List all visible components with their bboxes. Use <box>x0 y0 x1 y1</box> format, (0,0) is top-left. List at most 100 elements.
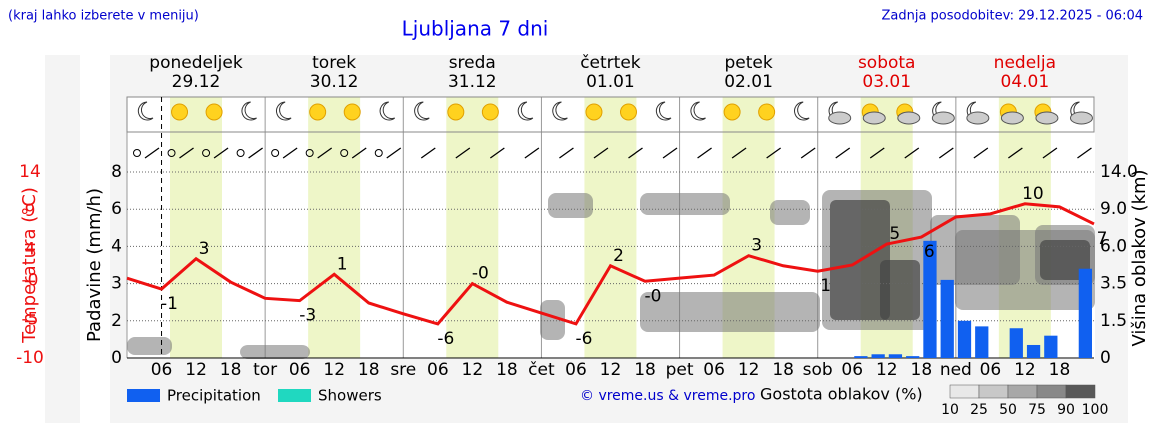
cloud-legend-label: 25 <box>970 402 988 418</box>
x-tick-label: 12 <box>323 360 345 380</box>
temp-tick-label: -10 <box>16 348 44 368</box>
legend-label: Precipitation <box>167 387 261 405</box>
cloud-icon <box>862 111 886 125</box>
wind-barb <box>697 147 712 159</box>
icon-strip-border <box>126 96 1095 133</box>
sun-icon <box>171 103 189 121</box>
x-tick-label: 12 <box>876 360 898 380</box>
cloud-density <box>240 345 310 359</box>
cloud-density <box>640 292 820 332</box>
sun-icon <box>620 103 637 121</box>
day-name: sreda <box>449 53 496 73</box>
precip-bar <box>871 354 885 358</box>
precip-bar <box>1009 328 1023 358</box>
hint: (kraj lahko izberete v meniju) <box>8 9 199 24</box>
wind-barb <box>179 147 194 159</box>
y2-tick-label: 9.0 <box>1100 199 1127 219</box>
day-name: petek <box>724 53 772 73</box>
x-tick-label: sob <box>803 360 833 380</box>
wind-barb <box>317 147 333 159</box>
y-tick-label: 3 <box>111 274 122 294</box>
x-tick-label: 18 <box>772 360 794 380</box>
y2-tick-label: 14.0 <box>1100 162 1138 182</box>
temp-label: 5 <box>889 224 900 244</box>
cloud-legend-swatch <box>1007 384 1038 399</box>
temp-tick-label: -0 <box>22 271 39 291</box>
temp-label: 1 <box>337 254 348 274</box>
wind-barb <box>144 147 160 159</box>
x-tick-label: sre <box>390 360 416 380</box>
cloud-legend-label: 50 <box>999 402 1017 418</box>
cloud-density-dense <box>1040 240 1090 280</box>
cloud-icon <box>828 111 852 125</box>
updated: Zadnja posodobitev: 29.12.2025 - 06:04 <box>881 9 1143 24</box>
temp-tick-label: 9 <box>25 201 36 221</box>
day-date: 02.01 <box>724 72 773 92</box>
day-date: 29.12 <box>172 72 221 92</box>
temp-label: 6 <box>924 242 935 262</box>
temp-label: 2 <box>613 246 624 266</box>
y-tick-label: 6 <box>111 199 122 219</box>
calm-icon <box>374 149 383 157</box>
wind-barb <box>662 147 678 159</box>
calm-icon <box>236 149 245 157</box>
x-tick-label: 06 <box>427 360 449 380</box>
y2-tick-label: 0 <box>1100 348 1111 368</box>
day-date: 31.12 <box>448 72 497 92</box>
wind-barb <box>213 147 229 159</box>
calm-icon <box>167 149 176 157</box>
wind-barb <box>1008 147 1023 159</box>
cloud-density <box>127 337 172 355</box>
cloud-density <box>770 200 810 225</box>
temp-label: -0 <box>472 264 489 284</box>
cloud-axis-title: Višina oblakov (km) <box>1129 169 1150 346</box>
wind-barb <box>593 147 609 159</box>
temp-label: -6 <box>437 329 454 349</box>
wind-barb <box>455 147 471 159</box>
temp-tick-label: 4 <box>25 240 36 260</box>
y-tick-label: 4 <box>111 236 122 256</box>
x-tick-label: 06 <box>151 360 173 380</box>
cloud-legend-swatch <box>1036 384 1067 399</box>
x-tick-label: 18 <box>911 360 933 380</box>
cloud-legend-swatch <box>978 384 1009 399</box>
legend-swatch <box>127 389 160 402</box>
x-tick-label: 06 <box>565 360 587 380</box>
day-date: 04.01 <box>1001 72 1050 92</box>
cloud-icon <box>931 111 955 125</box>
day-date: 30.12 <box>310 72 359 92</box>
temp-label: 3 <box>751 236 762 256</box>
moon-icon <box>517 101 534 121</box>
wind-barb <box>731 147 747 159</box>
legend-label: Showers <box>318 387 382 405</box>
temp-label: 10 <box>1022 184 1044 204</box>
x-tick-label: 06 <box>703 360 725 380</box>
wind-barb <box>282 147 298 159</box>
calm-icon <box>340 149 349 157</box>
cloud-legend-label: 75 <box>1028 402 1046 418</box>
day-date: 03.01 <box>862 72 911 92</box>
precip-bar <box>1078 268 1092 358</box>
wind-barb <box>938 147 954 159</box>
y2-tick-label: 6.0 <box>1100 236 1127 256</box>
moon-icon <box>379 101 396 121</box>
wind-barb <box>904 147 920 159</box>
precip-bar <box>957 320 972 358</box>
x-tick-label: 12 <box>600 360 622 380</box>
wind-barb <box>489 147 505 159</box>
wind-barb <box>800 147 816 159</box>
cloud-icon <box>966 111 990 125</box>
cloud-icon <box>1000 111 1024 125</box>
precip-bar <box>1044 335 1058 358</box>
cloud-density <box>548 193 593 218</box>
precip-bar <box>854 356 868 358</box>
temp-label: -0 <box>645 286 662 306</box>
wind-barb <box>835 147 851 159</box>
x-tick-label: 12 <box>462 360 484 380</box>
x-tick-label: 18 <box>496 360 518 380</box>
precip-bar <box>923 240 937 358</box>
cloud-density <box>640 193 730 215</box>
left-panel <box>45 55 80 423</box>
wind-barb <box>386 147 402 159</box>
